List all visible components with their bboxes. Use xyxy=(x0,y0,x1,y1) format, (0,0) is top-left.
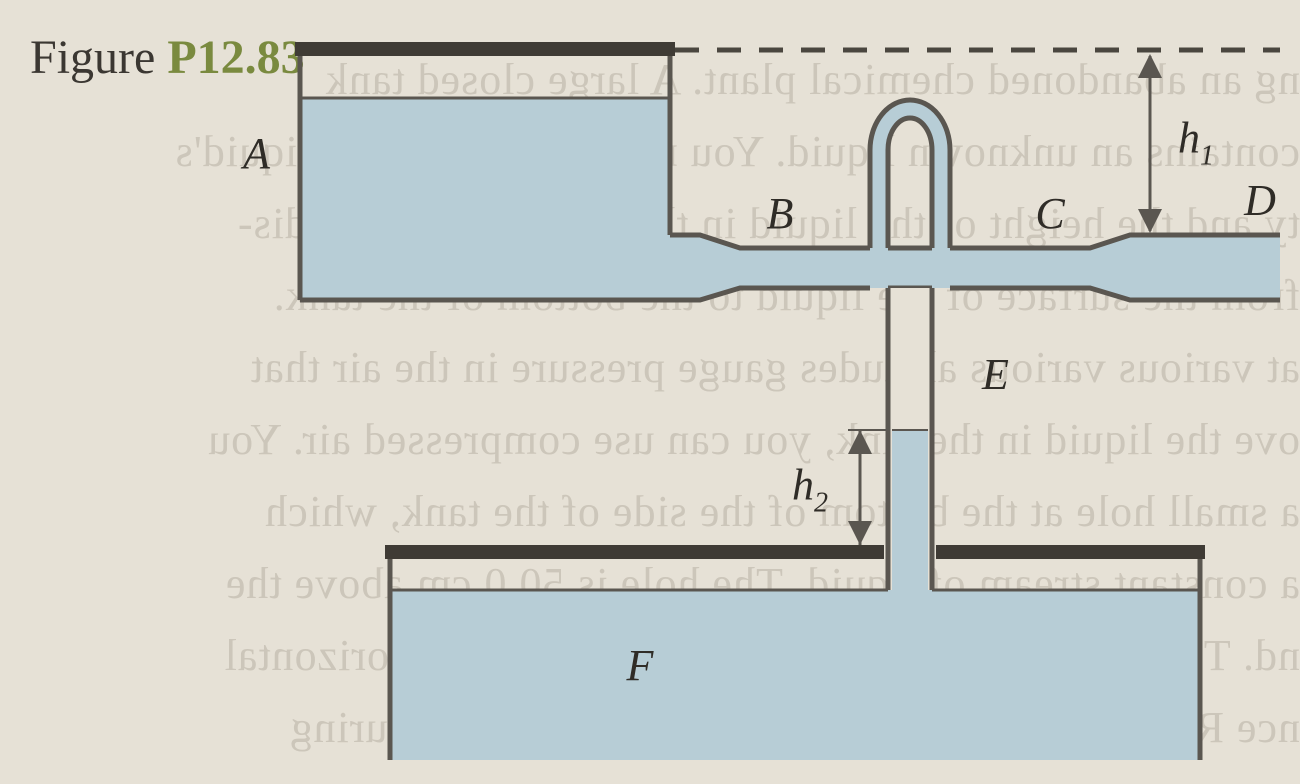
figure-diagram: h1 h2 A B C D E F xyxy=(0,0,1300,784)
svg-text:E: E xyxy=(981,350,1009,399)
svg-text:C: C xyxy=(1035,189,1065,238)
svg-text:h1: h1 xyxy=(1178,114,1214,172)
svg-text:A: A xyxy=(240,129,271,178)
svg-text:F: F xyxy=(626,641,655,690)
svg-text:B: B xyxy=(767,189,794,238)
svg-text:D: D xyxy=(1243,176,1276,225)
svg-text:h2: h2 xyxy=(792,461,828,519)
